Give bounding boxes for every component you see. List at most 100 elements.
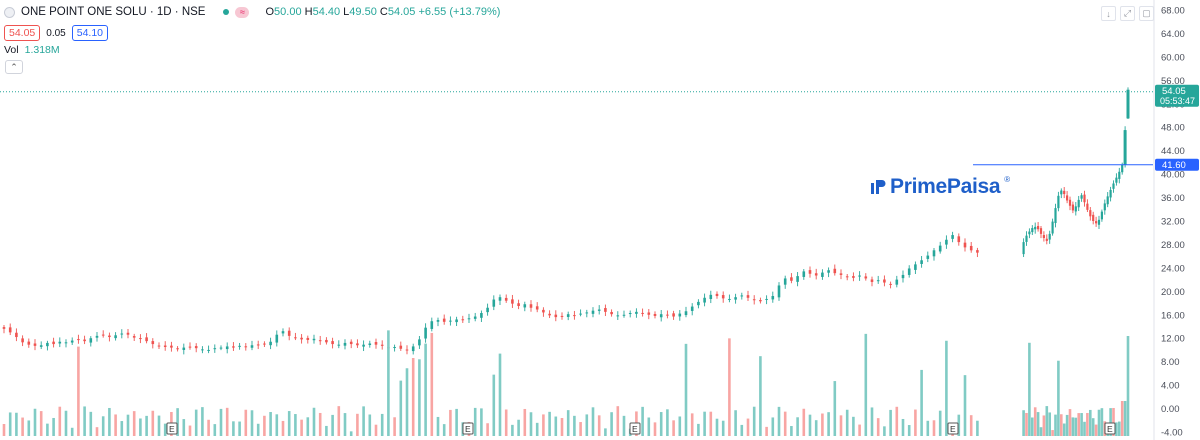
volume-bar — [684, 343, 688, 436]
volume-bar — [337, 406, 341, 436]
earnings-marker-label: E — [950, 424, 956, 434]
y-tick-label: 32.00 — [1161, 217, 1185, 228]
volume-bar — [108, 407, 111, 436]
volume-bar — [914, 409, 917, 436]
candle-body — [616, 315, 620, 317]
candle-body — [969, 245, 973, 251]
candle-body — [1074, 206, 1077, 212]
candle-body — [560, 315, 564, 317]
volume-bar — [560, 418, 564, 436]
volume-bar — [821, 413, 824, 436]
volume-bar — [597, 415, 601, 436]
candle-body — [8, 327, 12, 333]
candle-body — [473, 316, 477, 319]
volume-bar — [1025, 412, 1028, 436]
candle-body — [151, 341, 155, 345]
volume-bar — [945, 340, 948, 436]
volume-bar — [163, 423, 167, 436]
volume-bar — [1080, 413, 1083, 436]
y-tick-label: 64.00 — [1161, 29, 1185, 40]
earnings-marker — [629, 422, 641, 435]
chevron-up-icon[interactable]: ⌃ — [5, 60, 23, 74]
volume-bar — [752, 406, 756, 436]
candle-body — [1118, 171, 1121, 179]
volume-bar — [219, 408, 223, 436]
candle-body — [461, 319, 465, 321]
volume-bar — [405, 368, 409, 436]
candle-body — [957, 236, 961, 243]
volume-bar — [343, 413, 347, 436]
candle-body — [207, 349, 210, 351]
candle-body — [690, 306, 694, 311]
candle-body — [914, 264, 917, 270]
fullscreen-icon[interactable]: ⤢ — [1120, 6, 1135, 21]
volume-bar — [616, 406, 620, 436]
symbol-logo-icon — [4, 6, 15, 18]
candle-body — [604, 308, 607, 312]
candle-body — [294, 337, 297, 339]
volume-bar — [511, 424, 514, 436]
y-tick-label: 60.00 — [1161, 52, 1185, 63]
candle-body — [1112, 183, 1115, 189]
candle-body — [15, 332, 18, 338]
candle-body — [467, 318, 471, 320]
volume-bar — [368, 414, 372, 436]
candle-body — [83, 339, 86, 342]
volume-bar — [1065, 414, 1069, 436]
candle-body — [709, 294, 713, 299]
volume-bar — [1057, 360, 1060, 436]
volume-bar — [796, 417, 799, 436]
candle-body — [108, 335, 111, 338]
volume-bar — [294, 414, 297, 436]
y-tick-label: 12.00 — [1161, 334, 1185, 345]
earnings-marker — [462, 422, 474, 435]
candle-body — [1060, 190, 1063, 195]
candle-body — [1115, 177, 1118, 183]
volume-bar — [442, 424, 446, 436]
candle-body — [163, 345, 167, 348]
volume-bar — [399, 380, 403, 436]
volume-bar — [151, 410, 155, 436]
candle-body — [542, 309, 545, 313]
flag-icon[interactable]: ≈ — [235, 6, 250, 18]
arrow-down-icon[interactable]: ↓ — [1101, 6, 1116, 21]
volume-bar — [430, 332, 434, 436]
pane-controls: ↓ ⤢ ▢ — [1101, 6, 1154, 21]
volume-bar — [244, 409, 248, 436]
level-value: 41.60 — [1162, 160, 1186, 171]
candle-body — [852, 276, 855, 278]
candle-body — [176, 348, 179, 350]
maximize-icon[interactable]: ▢ — [1139, 6, 1154, 21]
candle-body — [802, 271, 806, 277]
y-tick-label: 8.00 — [1161, 357, 1180, 368]
volume-bar — [734, 410, 737, 436]
candle-body — [783, 278, 787, 285]
volume-bar — [728, 338, 731, 436]
y-tick-label: 16.00 — [1161, 310, 1185, 321]
volume-bar — [591, 407, 595, 436]
candle-body — [1106, 196, 1109, 205]
candle-body — [114, 335, 117, 339]
volume-bar — [411, 357, 415, 436]
candle-body — [1057, 195, 1060, 209]
buy-price[interactable]: 54.10 — [71, 25, 109, 41]
candle-body — [808, 270, 812, 274]
volume-bar — [188, 425, 192, 436]
sell-price[interactable]: 54.05 — [4, 25, 41, 41]
volume-bar — [120, 421, 124, 436]
candle-body — [70, 340, 74, 343]
volume-bar — [269, 412, 272, 436]
volume-bar — [393, 417, 396, 436]
candle-body — [281, 331, 285, 334]
candle-body — [225, 346, 229, 350]
candle-body — [1051, 221, 1054, 234]
symbol-title[interactable]: ONE POINT ONE SOLU · 1D · NSE — [21, 6, 206, 18]
primepaisa-logo-icon — [871, 180, 886, 194]
volume-bar — [907, 425, 911, 436]
candle-body — [238, 345, 241, 347]
y-tick-label: 20.00 — [1161, 287, 1185, 298]
candle-body — [622, 314, 626, 316]
volume-bar — [331, 414, 334, 436]
